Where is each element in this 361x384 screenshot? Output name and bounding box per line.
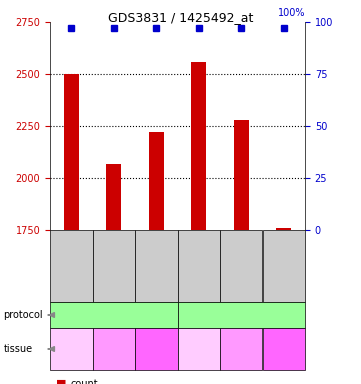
- Bar: [276, 228, 291, 230]
- Text: tissue: tissue: [4, 344, 33, 354]
- Bar: [191, 61, 206, 230]
- Text: GSM462207: GSM462207: [67, 241, 76, 291]
- Text: GDS3831 / 1425492_at: GDS3831 / 1425492_at: [108, 12, 253, 25]
- Text: GSM462208: GSM462208: [109, 241, 118, 291]
- Bar: [149, 132, 164, 230]
- Bar: [106, 164, 121, 230]
- Text: ■: ■: [56, 379, 66, 384]
- Text: 100%: 100%: [278, 8, 305, 18]
- Text: GSM213057: GSM213057: [279, 241, 288, 291]
- Text: protocol: protocol: [4, 310, 43, 320]
- Text: calcium, 50 mmol/kg: calcium, 50 mmol/kg: [62, 310, 165, 320]
- Text: distal,
small
intestine: distal, small intestine: [268, 339, 300, 359]
- Text: middle,
small
intestine: middle, small intestine: [226, 339, 257, 359]
- Bar: [234, 120, 249, 230]
- Text: count: count: [70, 379, 98, 384]
- Bar: [64, 74, 79, 230]
- Text: proximal,
small
intestine: proximal, small intestine: [182, 339, 216, 359]
- Text: GSM213051: GSM213051: [237, 241, 246, 291]
- Text: calcium, 150 mmol/kg: calcium, 150 mmol/kg: [187, 310, 296, 320]
- Text: distal,
small
intestine: distal, small intestine: [140, 339, 172, 359]
- Text: GSM462209: GSM462209: [152, 241, 161, 291]
- Text: middle,
small
intestine: middle, small intestine: [98, 339, 130, 359]
- Text: GSM213045: GSM213045: [194, 241, 203, 291]
- Text: proximal,
small
intestine: proximal, small intestine: [55, 339, 88, 359]
